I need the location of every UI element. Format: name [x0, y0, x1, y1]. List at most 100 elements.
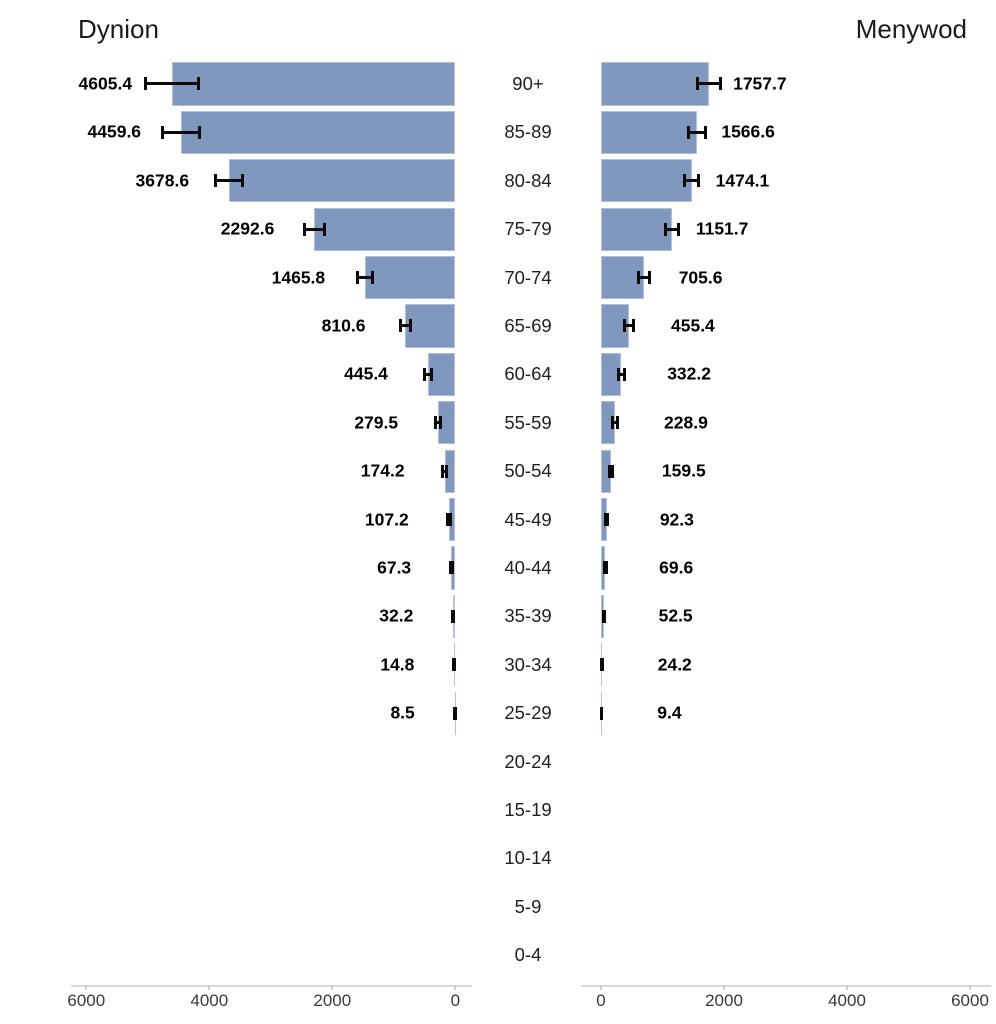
right-bar — [601, 110, 698, 154]
error-bar-cap-right — [448, 513, 452, 527]
left-bar — [229, 159, 456, 203]
error-bar-cap-left — [445, 513, 449, 527]
left-value-label: 1465.8 — [271, 267, 326, 288]
right-value-label: 1566.6 — [721, 121, 775, 142]
left-value-label: 32.2 — [379, 605, 414, 626]
left-value-label: 67.3 — [377, 557, 412, 578]
error-bar-cap-left — [637, 271, 641, 285]
error-bar-cap-right — [676, 222, 680, 236]
x-tick-label: 6000 — [951, 991, 989, 1010]
left-value-label: 174.2 — [360, 460, 405, 481]
error-bar-cap-left — [214, 174, 218, 188]
right-bar — [601, 449, 611, 493]
left-bar — [181, 110, 456, 154]
x-tick-label: 0 — [596, 991, 606, 1010]
error-bar-line — [611, 421, 619, 425]
error-bar-cap-left — [448, 561, 452, 575]
left-value-label: 8.5 — [390, 702, 415, 723]
left-value-label: 279.5 — [354, 412, 399, 433]
error-bar-cap-right — [610, 464, 614, 478]
x-tick-label: 2000 — [705, 991, 743, 1010]
right-value-label: 228.9 — [664, 412, 708, 433]
error-bar-cap-right — [371, 271, 375, 285]
error-bar-cap-right — [606, 513, 610, 527]
right-value-label: 52.5 — [658, 605, 693, 626]
age-group-label: 80-84 — [504, 169, 552, 191]
left-value-label: 810.6 — [321, 315, 366, 336]
right-value-label: 24.2 — [657, 654, 692, 675]
error-bar-cap-left — [611, 416, 615, 430]
right-value-label: 9.4 — [657, 702, 682, 723]
left-bar — [444, 449, 456, 493]
error-bar-cap-left — [663, 222, 667, 236]
error-bar-cap-right — [696, 174, 700, 188]
error-bar-cap-right — [322, 222, 326, 236]
error-bar-line — [695, 82, 723, 86]
error-bar-cap-left — [602, 561, 606, 575]
error-bar-cap-right — [197, 77, 200, 91]
left-bar — [448, 497, 456, 542]
error-bar-cap-right — [601, 658, 605, 672]
age-group-label: 25-29 — [504, 702, 552, 724]
error-bar-line — [623, 324, 635, 328]
error-bar-cap-right — [444, 464, 448, 478]
x-tick-label: 2000 — [313, 991, 352, 1010]
error-bar-cap-right — [450, 561, 454, 575]
right-value-label: 1474.1 — [715, 170, 770, 191]
error-bar-cap-left — [695, 77, 699, 91]
age-group-label: 30-34 — [504, 653, 552, 675]
age-group-label: 50-54 — [504, 460, 552, 482]
error-bar-cap-right — [197, 125, 201, 139]
error-bar-line — [161, 130, 201, 134]
right-bar — [601, 255, 645, 300]
error-bar-line — [356, 276, 375, 280]
error-bar-cap-right — [648, 271, 652, 285]
error-bar-cap-right — [600, 706, 604, 720]
left-value-label: 14.8 — [380, 654, 415, 675]
error-bar-line — [144, 82, 200, 86]
right-value-label: 455.4 — [671, 315, 715, 336]
error-bar-cap-left — [441, 464, 445, 478]
left-value-label: 107.2 — [364, 509, 409, 530]
error-bar-cap-right — [453, 706, 457, 720]
error-bar-cap-left — [302, 222, 306, 236]
right-bar — [601, 62, 710, 106]
error-bar-line — [617, 372, 626, 376]
error-bar-cap-left — [161, 125, 165, 139]
error-bar-line — [441, 469, 448, 473]
error-bar-cap-left — [607, 464, 611, 478]
error-bar-cap-right — [240, 174, 244, 188]
error-bar-cap-left — [623, 319, 627, 333]
age-group-label: 35-39 — [504, 605, 552, 627]
right-value-label: 92.3 — [659, 509, 694, 530]
error-bar-line — [398, 324, 413, 328]
x-axis-tick — [208, 985, 211, 990]
error-bar-cap-right — [615, 416, 619, 430]
error-bar-cap-left — [603, 513, 607, 527]
error-bar-cap-left — [144, 77, 148, 91]
left-value-label: 4605.4 — [78, 73, 133, 94]
x-axis-tick — [600, 985, 602, 990]
x-axis-tick — [723, 985, 725, 990]
right-value-label: 332.2 — [667, 363, 711, 384]
left-value-label: 3678.6 — [135, 170, 190, 191]
error-bar-cap-right — [622, 367, 626, 381]
age-group-label: 20-24 — [504, 750, 552, 772]
right-bar — [601, 207, 672, 251]
error-bar-cap-left — [687, 125, 691, 139]
age-group-label: 40-44 — [504, 556, 552, 578]
error-bar-line — [687, 130, 708, 134]
left-value-label: 4459.6 — [87, 121, 142, 142]
right-bar — [601, 159, 692, 203]
x-axis-tick — [454, 985, 457, 990]
error-bar-line — [302, 227, 326, 231]
x-tick-label: 4000 — [828, 991, 866, 1010]
age-group-label: 65-69 — [504, 314, 552, 336]
age-group-label: 60-64 — [504, 363, 552, 385]
error-bar-cap-left — [356, 271, 360, 285]
left-value-label: 445.4 — [344, 363, 388, 384]
x-axis-tick — [969, 985, 971, 990]
right-value-label: 705.6 — [678, 267, 723, 288]
error-bar-cap-left — [434, 416, 438, 430]
